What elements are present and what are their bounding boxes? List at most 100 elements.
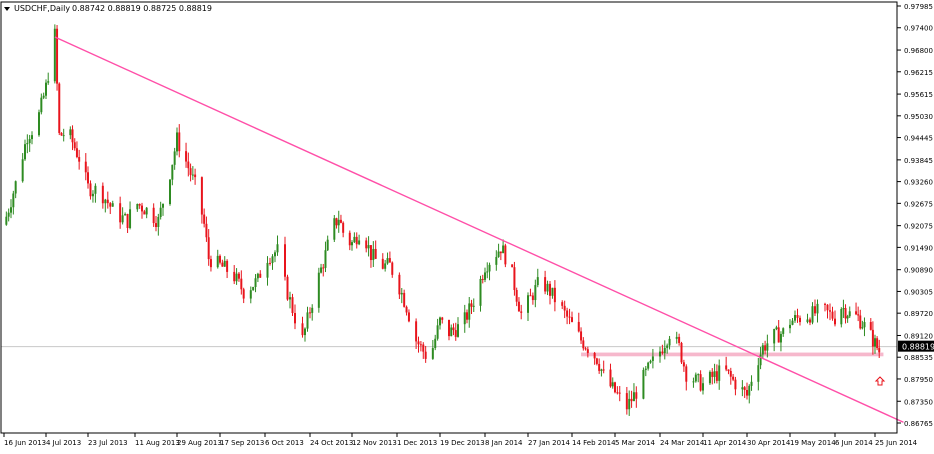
candle <box>495 250 498 271</box>
candle <box>169 179 171 206</box>
candle <box>796 308 799 323</box>
candle <box>625 386 628 415</box>
candle <box>407 309 410 323</box>
candle <box>504 243 507 268</box>
candle <box>582 337 585 351</box>
candle <box>419 340 422 352</box>
candle <box>699 370 702 392</box>
candle <box>317 267 320 313</box>
candle <box>226 259 229 279</box>
candle <box>348 230 351 251</box>
candle <box>566 307 569 325</box>
candle <box>628 390 631 416</box>
y-tick-label: 0.97985 <box>904 3 933 11</box>
candle <box>488 262 491 281</box>
candle <box>871 321 874 355</box>
candle <box>616 386 619 395</box>
candle <box>692 377 695 388</box>
candle <box>486 262 489 279</box>
candle <box>191 166 194 180</box>
candle <box>746 382 748 400</box>
candle <box>12 190 15 215</box>
candle <box>424 345 427 363</box>
candle <box>203 208 206 228</box>
candle <box>388 251 391 263</box>
candle <box>42 92 45 100</box>
candle <box>434 334 437 351</box>
candle <box>831 306 834 321</box>
candle <box>60 132 63 136</box>
candle <box>10 199 12 219</box>
candle <box>869 318 872 331</box>
candle <box>91 190 94 203</box>
candle <box>680 341 683 364</box>
candle <box>568 308 571 325</box>
candle <box>761 342 764 359</box>
candle <box>584 346 587 351</box>
candle <box>69 126 72 140</box>
candle <box>109 201 112 215</box>
candle <box>497 243 500 258</box>
y-tick-label: 0.96215 <box>904 69 933 77</box>
candle <box>355 232 358 249</box>
candle <box>517 297 520 312</box>
candle <box>309 307 311 319</box>
x-tick-label: 11 Aug 2013 <box>135 439 180 447</box>
candle <box>580 327 583 344</box>
candle <box>466 309 468 324</box>
candle <box>24 139 26 161</box>
candle <box>398 272 401 300</box>
candle <box>405 305 408 316</box>
candle <box>436 318 439 341</box>
candle <box>678 333 681 346</box>
candle <box>286 274 289 301</box>
candle <box>824 302 826 312</box>
x-tick-label: 19 Dec 2013 <box>440 439 485 447</box>
candle <box>152 203 155 227</box>
candle <box>546 280 549 296</box>
candle <box>536 268 539 288</box>
candle <box>240 270 243 295</box>
candle <box>138 203 141 209</box>
candle <box>381 253 384 270</box>
x-tick-label: 24 Oct 2013 <box>310 439 353 447</box>
plot-frame <box>0 1 898 434</box>
arrow-up-icon <box>874 376 886 386</box>
candle <box>732 373 735 382</box>
x-tick-label: 16 Jun 2013 <box>4 439 46 447</box>
candle <box>586 346 589 358</box>
candle <box>842 299 845 318</box>
candle <box>28 134 31 152</box>
candle <box>764 340 767 355</box>
candle <box>775 325 778 331</box>
candle <box>593 351 596 365</box>
candle <box>337 210 340 233</box>
candle <box>391 261 394 278</box>
candle <box>326 235 329 252</box>
candle <box>878 339 881 358</box>
candle <box>666 343 669 354</box>
candle <box>121 207 124 225</box>
candle <box>289 291 291 309</box>
candle <box>757 357 760 391</box>
candle <box>40 93 43 115</box>
candle <box>21 153 24 183</box>
candle <box>129 201 132 230</box>
y-tick-label: 0.91490 <box>904 244 933 252</box>
trendline[interactable] <box>54 36 904 423</box>
triangle-down-icon[interactable] <box>4 7 10 11</box>
candle <box>675 331 678 344</box>
candle <box>358 234 361 246</box>
y-tick-label: 0.93260 <box>904 179 933 187</box>
support-zone[interactable] <box>581 352 884 357</box>
candle <box>632 383 635 402</box>
candle <box>145 206 148 219</box>
candle <box>502 239 505 254</box>
candle <box>472 298 475 313</box>
candle <box>563 300 566 319</box>
candle <box>874 334 876 354</box>
candle <box>119 196 122 229</box>
